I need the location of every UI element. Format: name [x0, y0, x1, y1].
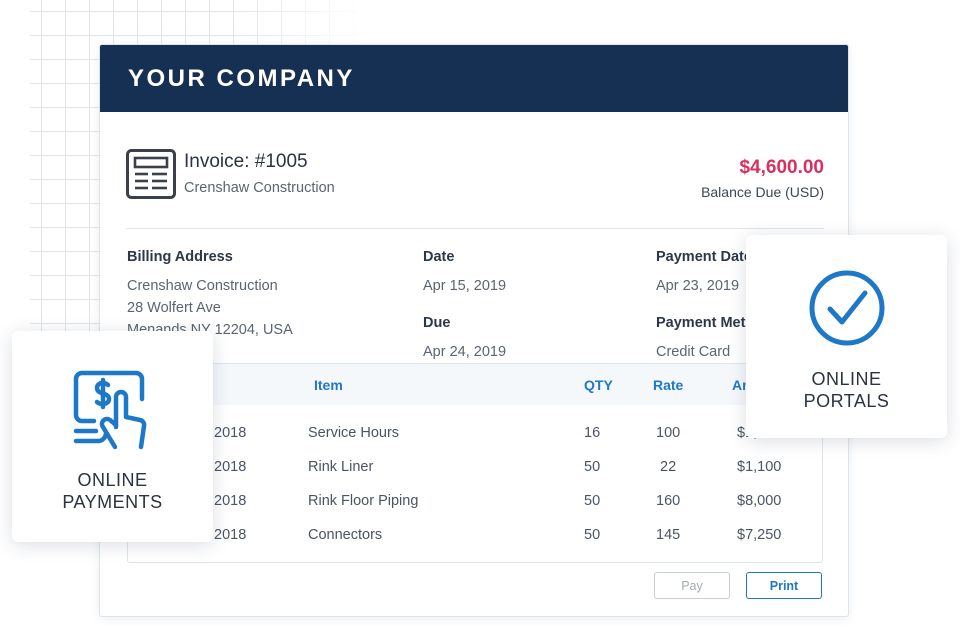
- row-date: 2018: [214, 527, 247, 543]
- row-item: Service Hours: [308, 425, 400, 441]
- date-value: Apr 15, 2019: [423, 278, 507, 294]
- billing-address-section: Billing Address Crenshaw Construction 28…: [127, 249, 293, 341]
- online-portals-card: ONLINE PORTALS: [746, 235, 947, 438]
- balance-label: Balance Due (USD): [701, 184, 824, 200]
- online-payments-card: ONLINE PAYMENTS: [12, 331, 213, 542]
- billing-line: 28 Wolfert Ave: [127, 300, 221, 316]
- invoice-document-icon: [126, 149, 176, 199]
- online-portals-label: ONLINE PORTALS: [746, 368, 947, 412]
- payment-date-value: Apr 23, 2019: [656, 278, 740, 294]
- invoice-panel: YOUR COMPANY Invoice: #1005 Crenshaw Con…: [99, 44, 849, 617]
- row-item: Rink Liner: [308, 459, 374, 475]
- divider: [126, 228, 824, 229]
- invoice-number: Invoice: #1005: [184, 151, 308, 172]
- table-row: 2018 Connectors 50 145 $7,250: [128, 527, 822, 561]
- row-amount: $8,000: [737, 493, 782, 509]
- payment-method-label: Payment Method: [656, 315, 773, 331]
- balance-amount: $4,600.00: [739, 157, 824, 178]
- checkmark-circle-icon: [809, 270, 885, 346]
- row-qty: 50: [584, 527, 601, 543]
- billing-address-label: Billing Address: [127, 249, 233, 265]
- table-header: Item QTY Rate Amount: [128, 364, 822, 405]
- payment-date-label: Payment Date: [656, 249, 752, 265]
- print-button[interactable]: Print: [746, 572, 822, 599]
- row-qty: 50: [584, 459, 601, 475]
- row-rate: 145: [656, 527, 681, 543]
- header-rate: Rate: [653, 377, 684, 393]
- row-amount: $1,100: [737, 459, 782, 475]
- invoice-client: Crenshaw Construction: [184, 180, 335, 196]
- invoice-summary: Invoice: #1005 Crenshaw Construction $4,…: [126, 149, 824, 229]
- company-name: YOUR COMPANY: [128, 64, 355, 92]
- invoice-header: YOUR COMPANY: [100, 45, 848, 112]
- row-date: 2018: [214, 425, 247, 441]
- row-amount: $7,250: [737, 527, 782, 543]
- table-row: 2018 Rink Floor Piping 50 160 $8,000: [128, 493, 822, 527]
- header-qty: QTY: [584, 377, 613, 393]
- row-date: 2018: [214, 459, 247, 475]
- card-line: PAYMENTS: [62, 492, 163, 512]
- payment-method-value: Credit Card: [656, 344, 731, 360]
- row-item: Connectors: [308, 527, 383, 543]
- card-line: ONLINE: [77, 470, 148, 490]
- table-row: 2018 Service Hours 16 100 $1,600: [128, 425, 822, 459]
- dates-section: Date Apr 15, 2019 Due Apr 24, 2019: [423, 249, 506, 363]
- online-payments-label: ONLINE PAYMENTS: [12, 469, 213, 513]
- date-label: Date: [423, 249, 455, 265]
- card-line: ONLINE: [811, 369, 882, 389]
- row-rate: 160: [656, 493, 681, 509]
- table-row: 2018 Rink Liner 50 22 $1,100: [128, 459, 822, 493]
- row-item: Rink Floor Piping: [308, 493, 419, 509]
- billing-line: Crenshaw Construction: [127, 278, 278, 294]
- due-value: Apr 24, 2019: [423, 344, 507, 360]
- line-items-table: Item QTY Rate Amount 2018 Service Hours …: [127, 363, 823, 563]
- row-rate: 22: [660, 459, 677, 475]
- row-qty: 50: [584, 493, 601, 509]
- row-date: 2018: [214, 493, 247, 509]
- payment-section: Payment Date Apr 23, 2019 Payment Method…: [656, 249, 772, 363]
- due-label: Due: [423, 315, 451, 331]
- row-rate: 100: [656, 425, 681, 441]
- card-line: PORTALS: [803, 391, 890, 411]
- header-item: Item: [314, 377, 343, 393]
- row-qty: 16: [584, 425, 601, 441]
- payment-touch-icon: [73, 370, 147, 450]
- pay-button[interactable]: Pay: [654, 572, 730, 599]
